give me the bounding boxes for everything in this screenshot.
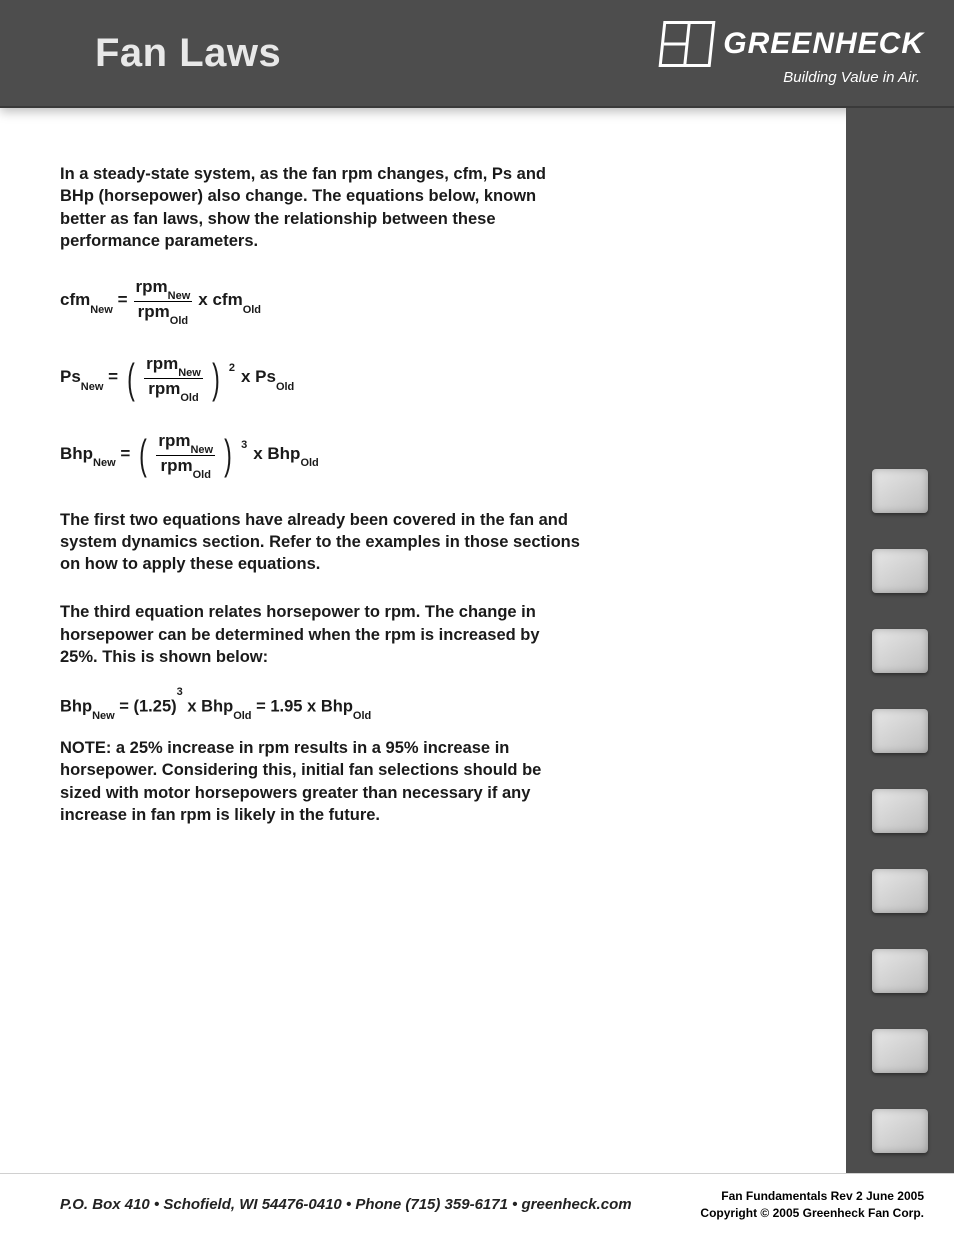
eq-text: Bhp [267,444,300,463]
thumb-axial-fan [872,549,928,593]
page-footer: P.O. Box 410 • Schofield, WI 54476-0410 … [0,1173,954,1235]
eq-sub: New [90,304,113,316]
eq-sub: Old [276,381,294,393]
eq-text: (1.25) [134,698,177,716]
left-paren-icon: ( [139,438,147,472]
eq-sub: Old [243,304,261,316]
eq-text: rpm [136,277,168,296]
equation-ps: PsNew = ( rpmNew rpmOld ) 2 x PsOld [60,355,786,402]
thumb-gravity-vent [872,869,928,913]
eq-text: Bhp [60,698,92,716]
brand-tagline: Building Value in Air. [783,69,920,86]
eq-text: rpm [146,354,178,373]
main-content: In a steady-state system, as the fan rpm… [0,108,846,1173]
eq-sub: Old [353,710,371,722]
eq-sub: Old [193,469,211,481]
thumb-kitchen-hood [872,949,928,993]
eq-text: rpm [160,456,192,475]
eq-sub: Old [180,392,198,404]
eq-text: 1.95 [270,698,302,716]
fraction-icon: rpmNew rpmOld [156,432,215,479]
footer-rev: Fan Fundamentals Rev 2 June 2005 [700,1188,924,1204]
eq-sub: New [93,457,116,469]
eq-text: rpm [158,431,190,450]
equation-bhp: BhpNew = ( rpmNew rpmOld ) 3 x BhpOld [60,432,786,479]
brand-logo-icon [659,21,716,67]
equation-example: BhpNew = (1.25)3 x BhpOld = 1.95 x BhpOl… [60,696,786,719]
note-paragraph: NOTE: a 25% increase in rpm results in a… [60,737,580,826]
fraction-icon: rpmNew rpmOld [144,355,203,402]
product-thumb-sidebar [846,108,954,1173]
equations-block: cfmNew = rpmNew rpmOld x cfmOld PsNew = … [60,278,786,479]
eq-text: cfm [60,290,90,309]
thumb-centrifugal-fan [872,469,928,513]
thumb-louver-damper [872,1109,928,1153]
page-header: Fan Laws GREENHECK Building Value in Air… [0,0,954,108]
thumb-wall-fan [872,709,928,753]
page-title: Fan Laws [95,31,281,76]
eq-text: rpm [138,302,170,321]
eq-sub: New [81,381,104,393]
equation-cfm: cfmNew = rpmNew rpmOld x cfmOld [60,278,786,325]
eq-sup: 3 [177,686,183,698]
eq-sub: Old [300,457,318,469]
eq-text: Ps [255,367,276,386]
fraction-icon: rpmNew rpmOld [134,278,193,325]
eq-sub: New [168,290,191,302]
footer-meta: Fan Fundamentals Rev 2 June 2005 Copyrig… [700,1188,924,1220]
eq-sub: New [178,367,201,379]
brand-name: GREENHECK [723,27,924,61]
intro-paragraph: In a steady-state system, as the fan rpm… [60,163,580,252]
paragraph-2: The first two equations have already bee… [60,509,580,576]
brand-block: GREENHECK Building Value in Air. [661,21,924,86]
footer-copyright: Copyright © 2005 Greenheck Fan Corp. [700,1205,924,1221]
eq-text: Bhp [321,698,353,716]
eq-sup: 3 [241,439,247,451]
footer-contact: P.O. Box 410 • Schofield, WI 54476-0410 … [60,1196,632,1213]
right-paren-icon: ) [212,362,220,396]
eq-text: Bhp [201,698,233,716]
eq-sub: Old [233,710,251,722]
thumb-energy-recovery [872,789,928,833]
eq-text: Bhp [60,444,93,463]
eq-sub: New [92,710,115,722]
eq-sub: Old [170,315,188,327]
eq-sup: 2 [229,362,235,374]
thumb-make-up-air [872,1029,928,1073]
right-paren-icon: ) [224,438,232,472]
thumb-roof-exhaust [872,629,928,673]
left-paren-icon: ( [127,362,135,396]
eq-sub: New [190,444,213,456]
paragraph-3: The third equation relates horsepower to… [60,601,580,668]
eq-text: cfm [212,290,242,309]
eq-text: Ps [60,367,81,386]
eq-text: rpm [148,379,180,398]
